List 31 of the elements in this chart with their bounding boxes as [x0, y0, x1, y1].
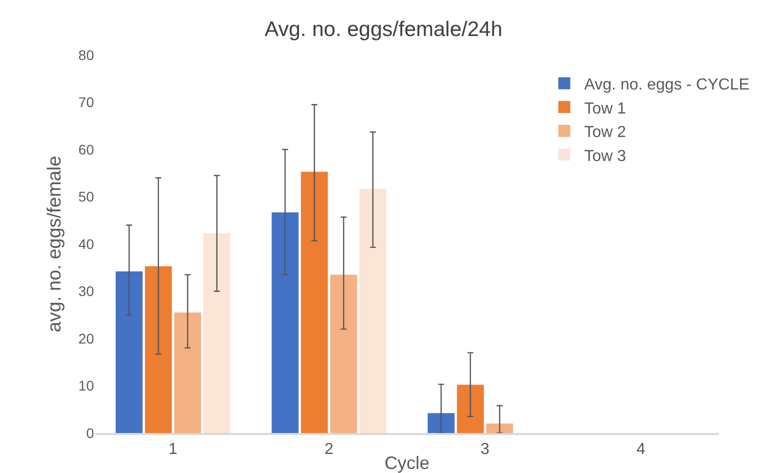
y-tick-label: 80 [78, 46, 94, 63]
bar [116, 271, 143, 433]
y-tick-label: 70 [78, 94, 94, 110]
y-tick-label: 50 [78, 188, 94, 205]
x-axis-title: Cycle [384, 453, 430, 473]
bar [359, 188, 386, 433]
legend-label: Tow 3 [584, 148, 626, 165]
x-tick-label: 4 [636, 440, 646, 458]
bar [428, 413, 455, 433]
bar [174, 312, 202, 433]
bar [144, 266, 172, 433]
bar [300, 172, 328, 433]
y-tick-label: 40 [78, 236, 94, 252]
x-tick-label: 3 [480, 440, 490, 458]
bar [486, 424, 514, 433]
y-tick-label: 30 [78, 283, 94, 300]
bar [272, 212, 299, 433]
chart-title: Avg. no. eggs/female/24h [264, 18, 502, 41]
y-axis-title: avg. no. eggs/female [44, 156, 66, 332]
legend-label: Tow 1 [584, 100, 626, 118]
y-tick-label: 10 [78, 378, 94, 394]
y-tick-label: 20 [78, 330, 94, 346]
bar [456, 384, 484, 433]
legend-label: Tow 2 [584, 124, 626, 142]
legend-label: Avg. no. eggs - CYCLE [584, 76, 750, 94]
y-tick-label: 60 [78, 141, 94, 158]
y-tick-label: 0 [86, 424, 94, 441]
x-tick-label: 2 [324, 440, 334, 458]
x-tick-label: 1 [168, 440, 178, 458]
bar [330, 274, 358, 433]
bar [203, 233, 230, 433]
